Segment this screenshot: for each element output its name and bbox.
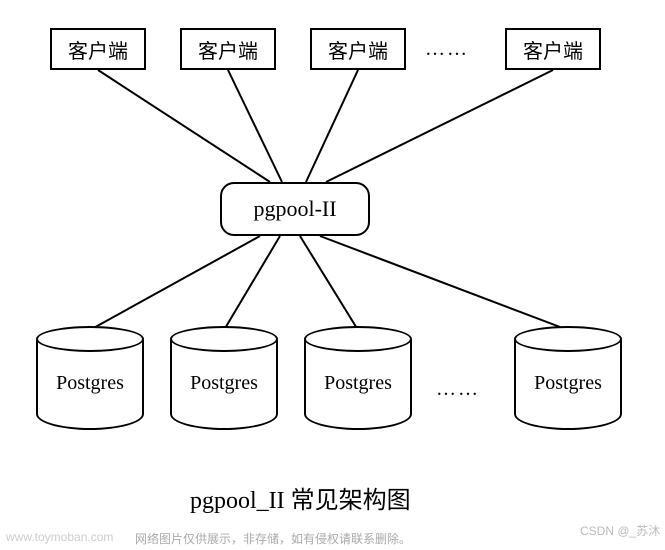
footer-watermark: www.toymoban.com — [6, 530, 113, 544]
client-label: 客户端 — [523, 35, 583, 64]
edge-line — [306, 70, 358, 182]
edge-line — [228, 70, 282, 182]
client-label: 客户端 — [68, 35, 128, 64]
client-node: 客户端 — [505, 28, 601, 70]
diagram-caption: pgpool_II 常见架构图 — [190, 480, 411, 515]
database-label: Postgres — [38, 372, 142, 395]
pgpool-label: pgpool-II — [253, 196, 336, 222]
edge-line — [300, 236, 358, 330]
client-node: 客户端 — [50, 28, 146, 70]
edge-line — [98, 70, 270, 182]
pgpool-node: pgpool-II — [220, 182, 370, 236]
database-node: Postgres — [514, 340, 622, 430]
edge-line — [326, 70, 553, 182]
edge-line — [320, 236, 568, 330]
client-node: 客户端 — [180, 28, 276, 70]
diagram-canvas: 客户端 客户端 客户端 客户端 …… pgpool-II Postgres Postgr… — [0, 0, 665, 550]
database-node: Postgres — [36, 340, 144, 430]
database-label: Postgres — [172, 372, 276, 395]
client-label: 客户端 — [198, 35, 258, 64]
edges-layer — [0, 0, 665, 550]
database-label: Postgres — [306, 372, 410, 395]
ellipsis-top: …… — [425, 38, 469, 61]
database-node: Postgres — [170, 340, 278, 430]
footer-notice: 网络图片仅供展示，非存储，如有侵权请联系删除。 — [135, 530, 411, 547]
edge-line — [90, 236, 260, 330]
edge-line — [224, 236, 280, 330]
database-node: Postgres — [304, 340, 412, 430]
footer-csdn: CSDN @_苏沐 — [580, 522, 660, 539]
ellipsis-bottom: …… — [436, 378, 480, 401]
database-label: Postgres — [516, 372, 620, 395]
client-label: 客户端 — [328, 35, 388, 64]
client-node: 客户端 — [310, 28, 406, 70]
